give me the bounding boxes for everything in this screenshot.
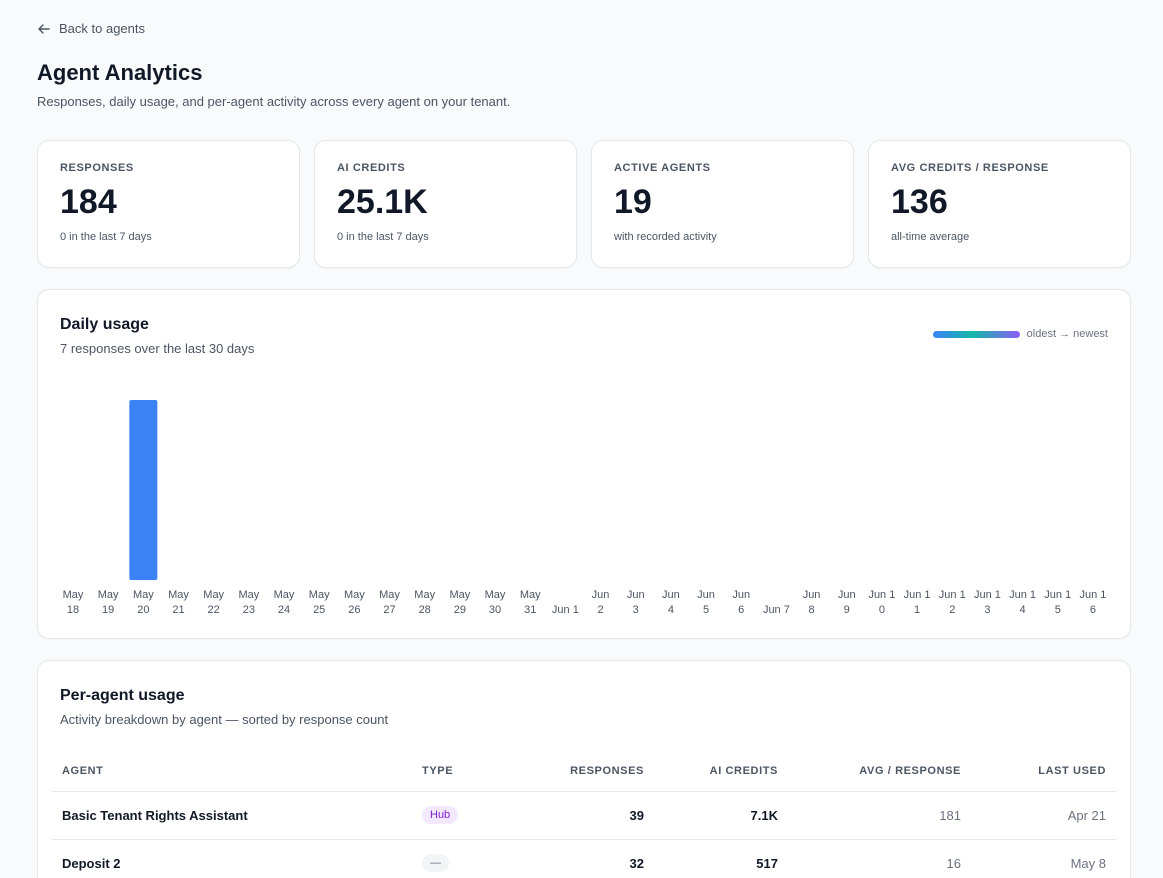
- avg-cell: 181: [788, 791, 971, 840]
- responses-cell: 32: [532, 839, 654, 878]
- avg-cell: 16: [788, 839, 971, 878]
- last-used-cell: Apr 21: [971, 791, 1116, 840]
- last-used-cell: May 8: [971, 839, 1116, 878]
- x-tick-label: Jun 3: [627, 589, 645, 616]
- x-tick-label: Jun 5: [697, 589, 715, 616]
- daily-usage-subtitle: 7 responses over the last 30 days: [60, 341, 255, 356]
- col-ai-credits[interactable]: AI CREDITS: [654, 751, 788, 792]
- stat-value: 184: [60, 183, 117, 221]
- x-tick-label: May 31: [520, 589, 541, 616]
- x-tick-label: Jun 9: [838, 589, 856, 616]
- stat-label: AVG CREDITS / RESPONSE: [891, 162, 1049, 174]
- per-agent-title: Per-agent usage: [60, 687, 185, 704]
- stat-card-ai-credits: AI CREDITS 25.1K 0 in the last 7 days: [314, 140, 577, 268]
- stat-sub: 0 in the last 7 days: [337, 231, 429, 243]
- stat-sub: with recorded activity: [614, 231, 717, 243]
- stat-value: 19: [614, 183, 652, 221]
- stat-sub: 0 in the last 7 days: [60, 231, 152, 243]
- chart-legend: oldest → newest: [932, 328, 1108, 340]
- per-agent-usage-card: Per-agent usage Activity breakdown by ag…: [37, 660, 1131, 878]
- x-tick-label: May 22: [203, 589, 224, 616]
- x-tick-label: May 25: [309, 589, 330, 616]
- stat-label: ACTIVE AGENTS: [614, 162, 711, 174]
- x-tick-label: May 20: [133, 589, 154, 616]
- col-agent[interactable]: AGENT: [52, 751, 412, 792]
- x-tick-label: May 27: [379, 589, 400, 616]
- legend-label: oldest → newest: [1026, 328, 1108, 340]
- col-last-used[interactable]: LAST USED: [971, 751, 1116, 792]
- x-tick-label: May 30: [485, 589, 506, 616]
- x-tick-label: May 23: [238, 589, 259, 616]
- table-row[interactable]: Deposit 2 — 32 517 16 May 8: [52, 839, 1116, 878]
- stat-label: AI CREDITS: [337, 162, 406, 174]
- daily-usage-chart: May 18 May 19 May 20 May 21 May 22 May 23 May 24 May 25…: [63, 400, 1106, 616]
- stat-card-active-agents: ACTIVE AGENTS 19 with recorded activity: [591, 140, 854, 268]
- x-tick-label: Jun 7: [763, 604, 790, 616]
- type-badge: Hub: [422, 806, 459, 824]
- stat-value: 136: [891, 183, 948, 221]
- table-header-row: AGENT TYPE RESPONSES AI CREDITS AVG / RE…: [52, 751, 1116, 792]
- stat-value: 25.1K: [337, 183, 428, 221]
- page-subtitle: Responses, daily usage, and per-agent ac…: [37, 94, 511, 109]
- stat-sub: all-time average: [891, 231, 970, 243]
- x-tick-label: Jun 4: [662, 589, 680, 616]
- responses-cell: 39: [532, 791, 654, 840]
- agent-name: Deposit 2: [52, 839, 412, 878]
- x-tick-label: Jun 8: [803, 589, 821, 616]
- credits-cell: 517: [654, 839, 788, 878]
- agent-name: Basic Tenant Rights Assistant: [52, 791, 412, 840]
- credits-cell: 7.1K: [654, 791, 788, 840]
- x-tick-label: May 29: [449, 589, 470, 616]
- back-to-agents-link[interactable]: Back to agents: [37, 21, 145, 36]
- x-tick-label: May 21: [168, 589, 189, 616]
- x-tick-label: Jun 1: [552, 604, 579, 616]
- col-type[interactable]: TYPE: [412, 751, 532, 792]
- back-label: Back to agents: [59, 21, 145, 36]
- per-agent-table: AGENT TYPE RESPONSES AI CREDITS AVG / RE…: [52, 751, 1116, 878]
- x-tick-label: May 18: [63, 589, 84, 616]
- x-tick-label: May 26: [344, 589, 365, 616]
- chart-bar[interactable]: [129, 400, 158, 580]
- page-title: Agent Analytics: [37, 60, 203, 85]
- col-avg-response[interactable]: AVG / RESPONSE: [788, 751, 971, 792]
- x-tick-label: May 28: [414, 589, 435, 616]
- x-tick-label: Jun 2: [592, 589, 610, 616]
- daily-usage-card: May 18 May 19 May 20 May 21 May 22 May 23 May 24 May 25…: [37, 289, 1131, 639]
- col-responses[interactable]: RESPONSES: [532, 751, 654, 792]
- legend-gradient: [932, 330, 1020, 338]
- arrow-left-icon: [38, 23, 50, 34]
- type-badge: —: [422, 854, 449, 872]
- daily-usage-title: Daily usage: [60, 316, 149, 333]
- x-tick-label: Jun 6: [732, 589, 750, 616]
- x-tick-label: May 24: [274, 589, 295, 616]
- per-agent-subtitle: Activity breakdown by agent — sorted by …: [60, 712, 389, 727]
- stat-card-avg-credits: AVG CREDITS / RESPONSE 136 all-time aver…: [868, 140, 1131, 268]
- stat-label: RESPONSES: [60, 162, 134, 174]
- stat-card-responses: RESPONSES 184 0 in the last 7 days: [37, 140, 300, 268]
- x-tick-label: May 19: [98, 589, 119, 616]
- table-row[interactable]: Basic Tenant Rights Assistant Hub 39 7.1…: [52, 791, 1116, 840]
